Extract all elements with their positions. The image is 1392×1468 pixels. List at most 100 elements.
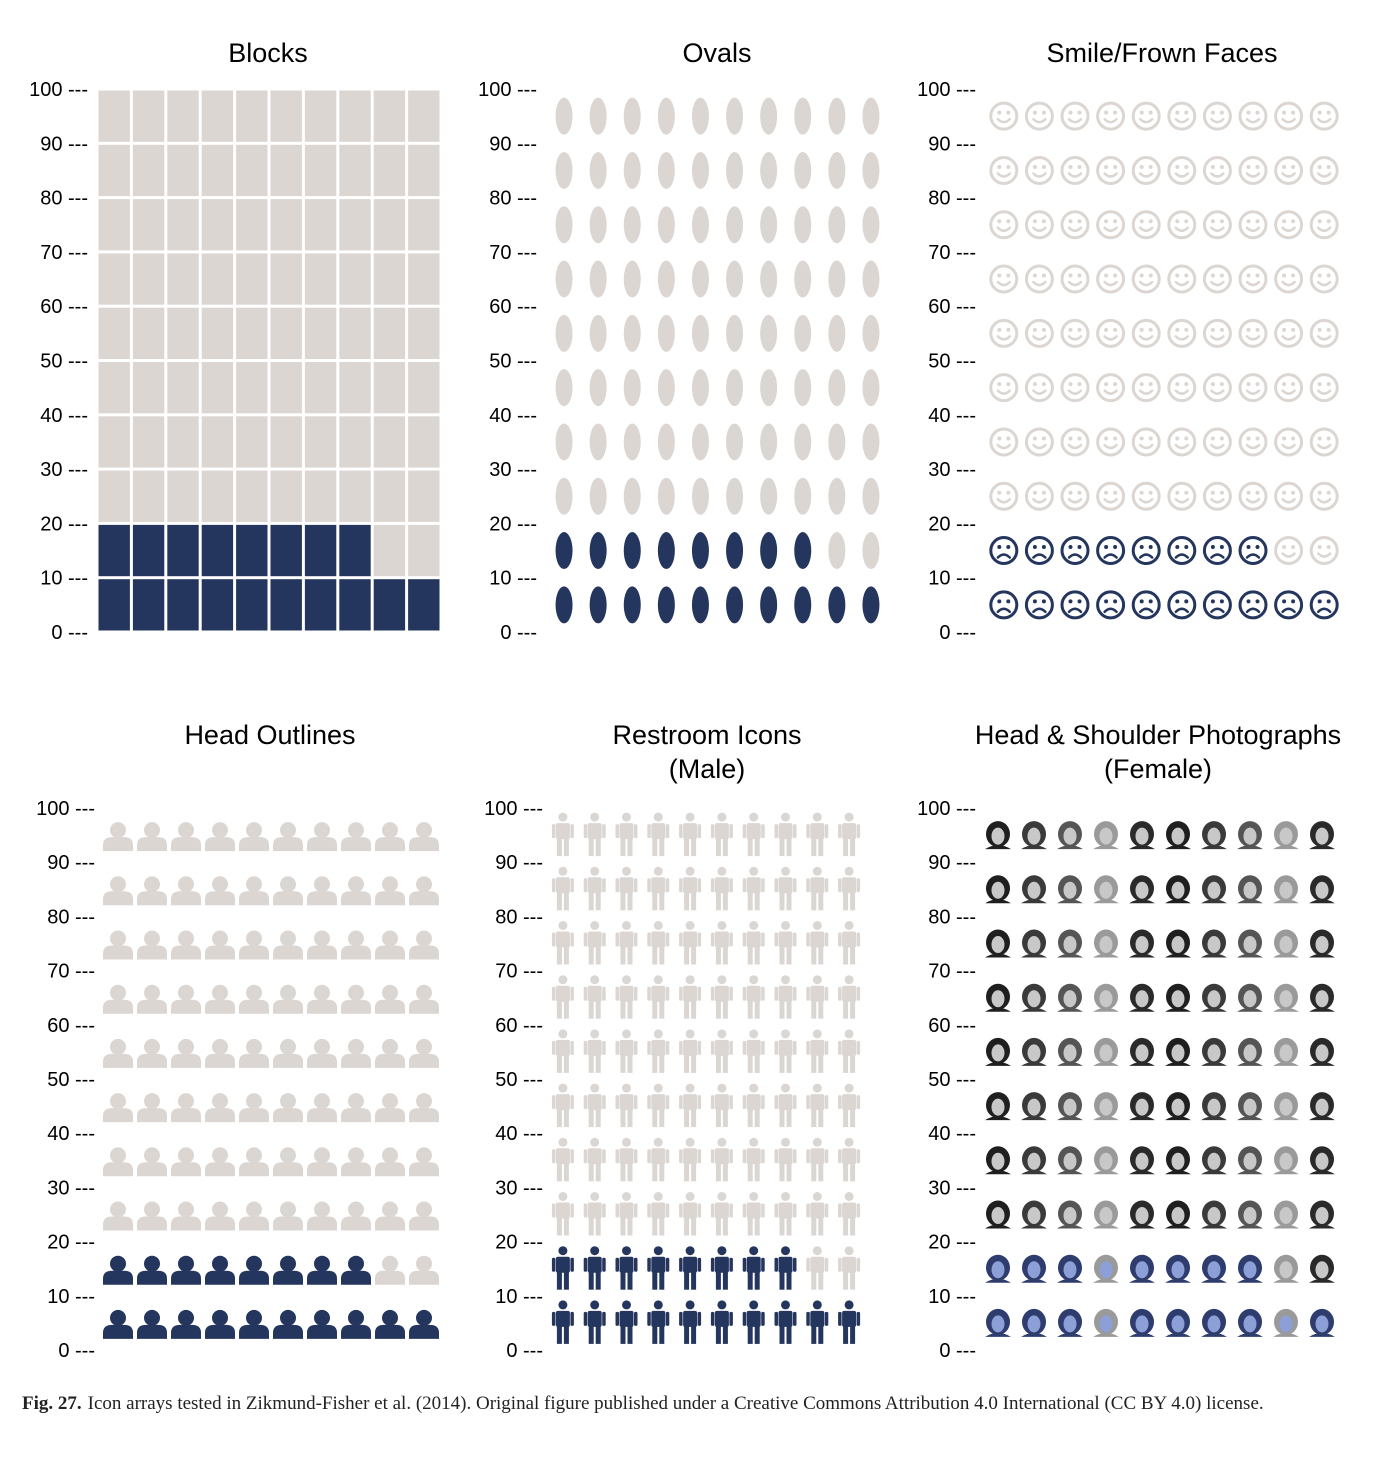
chart-panel-2: Ovals 0 --- 10 --- 20 --- 30 --- 40 --- 50 ---… bbox=[478, 38, 880, 644]
icon-empty bbox=[236, 470, 268, 522]
icon-empty bbox=[1129, 1092, 1155, 1121]
icon-empty bbox=[205, 930, 235, 960]
icon-empty bbox=[862, 423, 880, 461]
icon-empty bbox=[304, 307, 337, 359]
y-tick-label: 100 --- bbox=[478, 79, 537, 101]
icon-empty bbox=[583, 921, 606, 965]
icon-empty bbox=[679, 975, 702, 1019]
icon-filled bbox=[137, 1309, 167, 1339]
icon-empty bbox=[794, 260, 812, 298]
y-tick-label: 30 --- bbox=[928, 459, 976, 481]
icon-empty bbox=[339, 307, 371, 359]
icon-empty bbox=[270, 199, 302, 251]
icon-empty bbox=[1060, 427, 1090, 457]
icon-empty bbox=[647, 1083, 670, 1128]
icon-empty bbox=[1093, 929, 1119, 958]
icon-empty bbox=[1057, 875, 1083, 904]
icon-empty bbox=[1202, 373, 1232, 403]
icon-empty bbox=[167, 199, 199, 251]
y-tick-label: 50 --- bbox=[495, 1069, 543, 1091]
y-tick-label: 40 --- bbox=[928, 405, 976, 427]
icon-empty bbox=[862, 97, 880, 135]
icon-empty bbox=[1309, 101, 1339, 131]
icon-empty bbox=[838, 921, 861, 965]
icon-empty bbox=[98, 362, 130, 414]
icon-empty bbox=[1238, 427, 1268, 457]
icon-empty bbox=[774, 866, 797, 911]
y-tick-label: 10 --- bbox=[495, 1286, 543, 1308]
icon-filled bbox=[201, 524, 234, 577]
icon-empty bbox=[205, 1147, 235, 1177]
icon-empty bbox=[409, 930, 439, 960]
icon-empty bbox=[408, 253, 440, 305]
icon-filled bbox=[647, 1300, 670, 1344]
icon-empty bbox=[137, 1201, 167, 1231]
icon-empty bbox=[239, 822, 269, 852]
icon-empty bbox=[623, 423, 641, 461]
icon-empty bbox=[1201, 983, 1227, 1012]
icon-empty bbox=[307, 930, 337, 960]
icon-empty bbox=[589, 369, 607, 407]
icon-empty bbox=[1238, 101, 1268, 131]
icon-filled bbox=[375, 1309, 405, 1339]
icon-empty bbox=[341, 1038, 371, 1068]
icon-empty bbox=[132, 416, 165, 468]
icon-empty bbox=[774, 1083, 797, 1128]
icon-empty bbox=[1129, 929, 1155, 958]
icon-empty bbox=[1201, 1200, 1227, 1229]
icon-filled bbox=[171, 1255, 201, 1285]
icon-empty bbox=[1165, 1146, 1191, 1175]
y-tick-label: 100 --- bbox=[917, 798, 976, 820]
icon-empty bbox=[1309, 481, 1339, 511]
icon-empty bbox=[375, 1093, 405, 1123]
icon-empty bbox=[1237, 1037, 1263, 1066]
y-tick-label: 90 --- bbox=[40, 133, 88, 155]
icon-filled bbox=[1131, 536, 1161, 566]
icon-empty bbox=[726, 260, 744, 298]
icon-empty bbox=[1129, 1146, 1155, 1175]
icon-empty bbox=[1273, 821, 1299, 850]
icon-filled bbox=[236, 524, 268, 577]
icon-empty bbox=[862, 532, 880, 570]
icon-empty bbox=[1167, 481, 1197, 511]
icon-empty bbox=[828, 151, 846, 189]
icon-empty bbox=[1309, 983, 1335, 1012]
icon-filled bbox=[551, 1300, 574, 1344]
icon-empty bbox=[270, 307, 302, 359]
icon-empty bbox=[1165, 875, 1191, 904]
icon-empty bbox=[838, 975, 861, 1019]
icon-filled bbox=[341, 1255, 371, 1285]
icon-empty bbox=[1167, 210, 1197, 240]
icon-empty bbox=[239, 1093, 269, 1123]
icon-empty bbox=[623, 314, 641, 352]
y-tick-label: 60 --- bbox=[928, 296, 976, 318]
icon-empty bbox=[806, 1192, 829, 1236]
chart-title: Head & Shoulder Photographs bbox=[975, 720, 1341, 750]
icon-empty bbox=[307, 822, 337, 852]
icon-filled bbox=[774, 1300, 797, 1344]
icon-empty bbox=[555, 423, 573, 461]
caption-text: Icon arrays tested in Zikmund-Fisher et … bbox=[87, 1393, 1264, 1414]
icon-filled bbox=[989, 590, 1019, 620]
icon-filled bbox=[1201, 1308, 1227, 1337]
icon-empty bbox=[589, 97, 607, 135]
icon-filled bbox=[1165, 1308, 1191, 1337]
icon-empty bbox=[989, 210, 1019, 240]
icon-empty bbox=[408, 524, 440, 577]
icon-empty bbox=[657, 97, 675, 135]
icon-empty bbox=[760, 423, 778, 461]
icon-filled bbox=[760, 532, 778, 570]
icon-empty bbox=[1093, 1200, 1119, 1229]
icon-empty bbox=[1057, 821, 1083, 850]
icon-empty bbox=[132, 90, 165, 142]
icon-empty bbox=[236, 416, 268, 468]
icon-empty bbox=[1201, 1092, 1227, 1121]
y-tick-label: 100 --- bbox=[917, 79, 976, 101]
icon-empty bbox=[373, 253, 406, 305]
icon-empty bbox=[307, 1201, 337, 1231]
icon-empty bbox=[583, 812, 606, 857]
icon-empty bbox=[551, 1029, 574, 1073]
chart-title: Restroom Icons bbox=[612, 720, 801, 750]
figure-label: Fig. 27. bbox=[22, 1393, 82, 1414]
icon-empty bbox=[341, 984, 371, 1014]
